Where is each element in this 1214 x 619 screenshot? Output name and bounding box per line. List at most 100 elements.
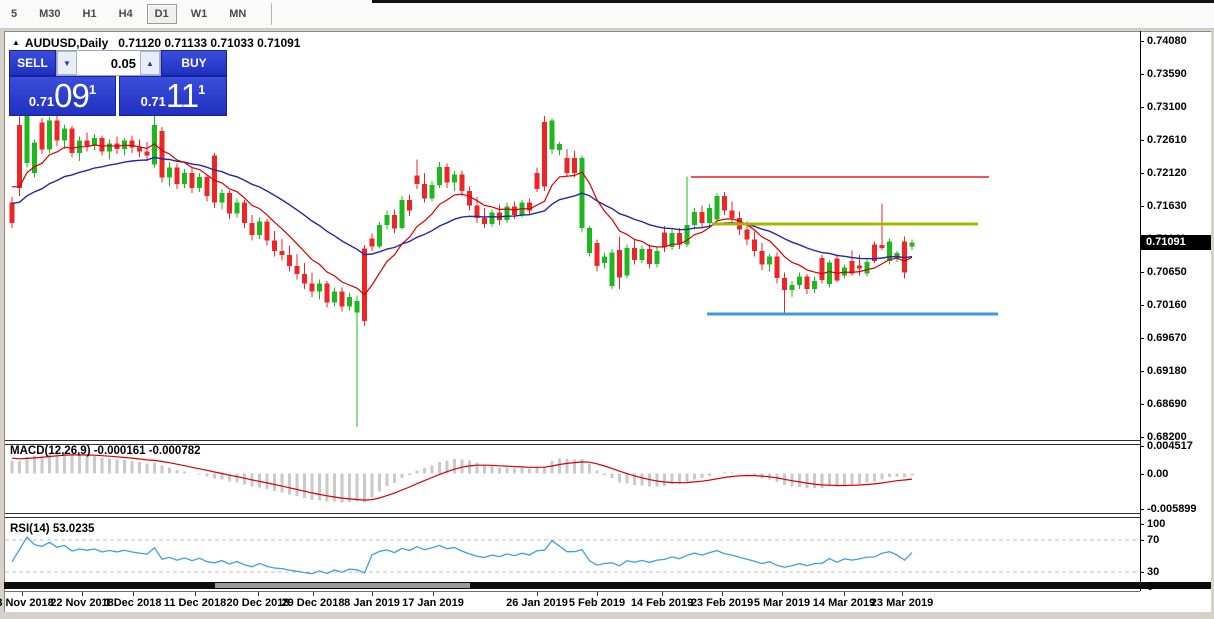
- volume-input[interactable]: [77, 51, 140, 75]
- axis-tick-mark: [1140, 572, 1144, 573]
- date-axis-label: 1 Dec 2018: [104, 597, 162, 609]
- volume-decrease-button[interactable]: ▼: [57, 51, 77, 75]
- date-tick-mark: [722, 592, 723, 596]
- date-axis-label: 23 Mar 2019: [870, 597, 934, 609]
- date-axis-label: 13 Nov 2018: [0, 597, 54, 609]
- axis-tick-mark: [1140, 140, 1144, 141]
- price-axis-label: 0.69180: [1147, 365, 1187, 377]
- axis-tick-mark: [1140, 305, 1144, 306]
- axis-tick-mark: [1140, 338, 1144, 339]
- sell-price-sup: 1: [88, 81, 97, 97]
- macd-axis-label: -0.005899: [1147, 503, 1197, 515]
- axis-tick-mark: [1140, 41, 1144, 42]
- buy-price-display[interactable]: 0.71 11 1: [119, 76, 227, 116]
- horizontal-scrollbar[interactable]: [4, 582, 1211, 589]
- macd-axis-label: 0.00: [1147, 468, 1169, 480]
- date-axis-label: 5 Mar 2019: [753, 597, 811, 609]
- date-tick-mark: [782, 592, 783, 596]
- date-tick-mark: [844, 592, 845, 596]
- current-price-marker: 0.71091: [1141, 235, 1211, 250]
- axis-tick-mark: [1140, 404, 1144, 405]
- date-tick-mark: [133, 592, 134, 596]
- axis-tick-mark: [1140, 173, 1144, 174]
- buy-button[interactable]: BUY: [161, 50, 227, 76]
- axis-tick-mark: [1140, 540, 1144, 541]
- date-axis-label: 20 Dec 2018: [226, 597, 290, 609]
- macd-rsi-separator[interactable]: [5, 513, 1140, 518]
- price-axis-label: 0.74080: [1147, 35, 1187, 47]
- price-axis-label: 0.68690: [1147, 398, 1187, 410]
- axis-tick-mark: [1140, 587, 1144, 588]
- date-tick-mark: [195, 592, 196, 596]
- buy-price-prefix: 0.71: [140, 93, 166, 109]
- date-tick-mark: [313, 592, 314, 596]
- volume-increase-button[interactable]: ▲: [140, 51, 160, 75]
- rsi-axis-label: 70: [1147, 534, 1160, 546]
- date-axis-label: 8 Jan 2019: [344, 597, 400, 609]
- buy-price-big: 11: [165, 77, 199, 114]
- axis-tick-mark: [1140, 107, 1144, 108]
- timeframe-toolbar: 5 M30 H1 H4 D1 W1 MN: [0, 0, 1214, 29]
- price-axis-label: 0.69670: [1147, 332, 1187, 344]
- axis-tick-mark: [1140, 474, 1144, 475]
- sell-button[interactable]: SELL: [9, 50, 56, 76]
- timeframe-button-D1[interactable]: D1: [146, 4, 177, 24]
- timeframe-button-M30[interactable]: M30: [39, 8, 61, 20]
- rsi-axis-label: 100: [1147, 518, 1166, 530]
- date-tick-mark: [537, 592, 538, 596]
- sell-price-display[interactable]: 0.71 09 1: [9, 76, 116, 116]
- sell-price-prefix: 0.71: [28, 93, 55, 109]
- price-axis-label: 0.70160: [1147, 299, 1187, 311]
- date-axis-label: 17 Jan 2019: [402, 597, 464, 609]
- date-tick-mark: [82, 592, 83, 596]
- price-axis-label: 0.73100: [1147, 101, 1187, 113]
- main-macd-separator[interactable]: [5, 440, 1140, 445]
- timeframe-button-5[interactable]: 5: [11, 8, 18, 20]
- timeframe-button-H4[interactable]: H4: [118, 8, 133, 20]
- symbol-title: AUDUSD,Daily: [24, 36, 109, 50]
- chart-window: [0, 30, 1214, 619]
- axis-tick-mark: [1140, 509, 1144, 510]
- date-tick-mark: [902, 592, 903, 596]
- date-axis-label: 23 Feb 2019: [690, 597, 754, 609]
- chevron-down-icon: ▼: [63, 58, 71, 68]
- chevron-up-icon: ▲: [146, 58, 154, 68]
- rsi-indicator-label: RSI(14) 53.0235: [10, 523, 95, 535]
- axis-tick-mark: [1140, 206, 1144, 207]
- axis-tick-mark: [1140, 371, 1144, 372]
- sell-price-big: 09: [54, 77, 90, 114]
- date-axis-label: 14 Feb 2019: [630, 597, 694, 609]
- timeframe-button-W1[interactable]: W1: [190, 8, 208, 20]
- one-click-trade-panel: SELL ▼ ▲ BUY 0.71 09 1 0.71 11 1: [9, 50, 227, 116]
- macd-axis-label: 0.004517: [1147, 440, 1193, 452]
- rsi-dateaxis-separator: [5, 591, 1140, 592]
- ohlc-values: 0.71120 0.71133 0.71033 0.71091: [118, 36, 301, 50]
- chart-title-line: ▲ AUDUSD,Daily 0.71120 0.71133 0.71033 0.7…: [12, 36, 300, 50]
- date-axis-label: 29 Dec 2018: [281, 597, 345, 609]
- price-axis-label: 0.72120: [1147, 167, 1187, 179]
- volume-stepper: ▼ ▲: [56, 50, 161, 76]
- macd-indicator-label: MACD(12,26,9) -0.000161 -0.000782: [10, 445, 201, 457]
- axis-tick-mark: [1140, 74, 1144, 75]
- date-axis-label: 22 Nov 2018: [50, 597, 114, 609]
- date-axis-label: 14 Mar 2019: [812, 597, 876, 609]
- date-tick-mark: [433, 592, 434, 596]
- collapse-triangle-icon[interactable]: ▲: [12, 38, 20, 47]
- timeframe-button-MN[interactable]: MN: [229, 8, 247, 20]
- date-tick-mark: [597, 592, 598, 596]
- axis-tick-mark: [1140, 437, 1144, 438]
- timeframe-buttons: 5 M30 H1 H4 D1 W1 MN: [0, 4, 257, 24]
- date-tick-mark: [22, 592, 23, 596]
- price-axis-label: 0.71630: [1147, 200, 1187, 212]
- axis-tick-mark: [1140, 524, 1144, 525]
- price-axis-label: 0.72610: [1147, 134, 1187, 146]
- scrollbar-thumb[interactable]: [215, 583, 470, 588]
- date-axis-label: 26 Jan 2019: [506, 597, 568, 609]
- date-tick-mark: [372, 592, 373, 596]
- buy-price-sup: 1: [198, 81, 206, 97]
- timeframe-button-H1[interactable]: H1: [82, 8, 97, 20]
- date-axis-label: 5 Feb 2019: [568, 597, 626, 609]
- date-tick-mark: [662, 592, 663, 596]
